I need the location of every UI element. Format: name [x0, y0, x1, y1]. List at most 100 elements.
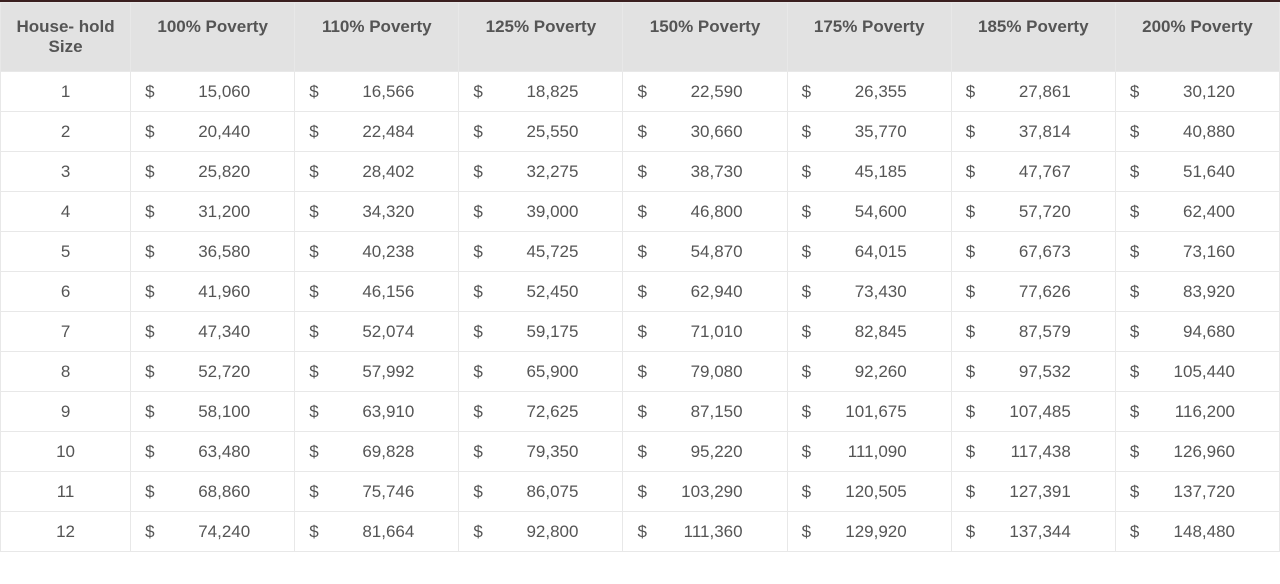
money-cell: $116,200	[1116, 392, 1279, 431]
amount-value: 22,590	[647, 82, 773, 102]
money-cell: $35,770	[788, 112, 951, 151]
header-text: 200% Poverty	[1142, 17, 1253, 36]
money-cell: $62,940	[623, 272, 786, 311]
household-size-cell: 1	[1, 72, 131, 112]
value-cell: $127,391	[951, 472, 1115, 512]
amount-value: 54,870	[647, 242, 773, 262]
amount-value: 117,438	[975, 442, 1101, 462]
table-row: 8$52,720$57,992$65,900$79,080$92,260$97,…	[1, 352, 1280, 392]
value-cell: $69,828	[295, 432, 459, 472]
value-cell: $77,626	[951, 272, 1115, 312]
household-size-cell: 2	[1, 112, 131, 152]
money-cell: $26,355	[788, 72, 951, 111]
value-cell: $18,825	[459, 72, 623, 112]
currency-symbol: $	[469, 522, 482, 542]
money-cell: $107,485	[952, 392, 1115, 431]
money-cell: $62,400	[1116, 192, 1279, 231]
amount-value: 129,920	[811, 522, 937, 542]
amount-value: 63,910	[319, 402, 445, 422]
amount-value: 41,960	[155, 282, 281, 302]
amount-value: 92,260	[811, 362, 937, 382]
money-cell: $79,080	[623, 352, 786, 391]
value-cell: $45,185	[787, 152, 951, 192]
header-text: 175% Poverty	[814, 17, 925, 36]
currency-symbol: $	[962, 482, 975, 502]
table-row: 11$68,860$75,746$86,075$103,290$120,505$…	[1, 472, 1280, 512]
currency-symbol: $	[962, 522, 975, 542]
currency-symbol: $	[798, 202, 811, 222]
table-row: 12$74,240$81,664$92,800$111,360$129,920$…	[1, 512, 1280, 552]
money-cell: $75,746	[295, 472, 458, 511]
value-cell: $137,720	[1115, 472, 1279, 512]
amount-value: 40,238	[319, 242, 445, 262]
table-row: 2$20,440$22,484$25,550$30,660$35,770$37,…	[1, 112, 1280, 152]
amount-value: 105,440	[1139, 362, 1265, 382]
money-cell: $94,680	[1116, 312, 1279, 351]
money-cell: $111,360	[623, 512, 786, 551]
currency-symbol: $	[633, 402, 646, 422]
currency-symbol: $	[633, 522, 646, 542]
money-cell: $92,260	[788, 352, 951, 391]
money-cell: $92,800	[459, 512, 622, 551]
money-cell: $57,992	[295, 352, 458, 391]
household-size-cell: 3	[1, 152, 131, 192]
value-cell: $97,532	[951, 352, 1115, 392]
value-cell: $16,566	[295, 72, 459, 112]
money-cell: $137,720	[1116, 472, 1279, 511]
value-cell: $94,680	[1115, 312, 1279, 352]
money-cell: $63,480	[131, 432, 294, 471]
money-cell: $95,220	[623, 432, 786, 471]
value-cell: $101,675	[787, 392, 951, 432]
table-row: 7$47,340$52,074$59,175$71,010$82,845$87,…	[1, 312, 1280, 352]
currency-symbol: $	[469, 122, 482, 142]
money-cell: $73,430	[788, 272, 951, 311]
amount-value: 35,770	[811, 122, 937, 142]
money-cell: $25,820	[131, 152, 294, 191]
amount-value: 46,800	[647, 202, 773, 222]
money-cell: $36,580	[131, 232, 294, 271]
money-cell: $34,320	[295, 192, 458, 231]
money-cell: $58,100	[131, 392, 294, 431]
value-cell: $30,660	[623, 112, 787, 152]
household-size-value: 7	[61, 322, 70, 341]
currency-symbol: $	[141, 322, 154, 342]
value-cell: $148,480	[1115, 512, 1279, 552]
table-row: 4$31,200$34,320$39,000$46,800$54,600$57,…	[1, 192, 1280, 232]
money-cell: $129,920	[788, 512, 951, 551]
money-cell: $105,440	[1116, 352, 1279, 391]
amount-value: 15,060	[155, 82, 281, 102]
currency-symbol: $	[469, 202, 482, 222]
currency-symbol: $	[798, 242, 811, 262]
currency-symbol: $	[633, 362, 646, 382]
value-cell: $72,625	[459, 392, 623, 432]
money-cell: $72,625	[459, 392, 622, 431]
value-cell: $79,350	[459, 432, 623, 472]
household-size-value: 10	[56, 442, 75, 461]
value-cell: $54,870	[623, 232, 787, 272]
currency-symbol: $	[633, 282, 646, 302]
amount-value: 83,920	[1139, 282, 1265, 302]
money-cell: $52,720	[131, 352, 294, 391]
col-header-150: 150% Poverty	[623, 3, 787, 72]
amount-value: 74,240	[155, 522, 281, 542]
money-cell: $45,725	[459, 232, 622, 271]
value-cell: $59,175	[459, 312, 623, 352]
money-cell: $148,480	[1116, 512, 1279, 551]
money-cell: $87,150	[623, 392, 786, 431]
currency-symbol: $	[305, 482, 318, 502]
amount-value: 26,355	[811, 82, 937, 102]
value-cell: $46,156	[295, 272, 459, 312]
amount-value: 52,074	[319, 322, 445, 342]
household-size-value: 12	[56, 522, 75, 541]
money-cell: $20,440	[131, 112, 294, 151]
household-size-cell: 10	[1, 432, 131, 472]
money-cell: $101,675	[788, 392, 951, 431]
currency-symbol: $	[798, 322, 811, 342]
amount-value: 65,900	[483, 362, 609, 382]
amount-value: 46,156	[319, 282, 445, 302]
household-size-cell: 6	[1, 272, 131, 312]
value-cell: $22,590	[623, 72, 787, 112]
currency-symbol: $	[962, 282, 975, 302]
value-cell: $92,800	[459, 512, 623, 552]
money-cell: $54,870	[623, 232, 786, 271]
